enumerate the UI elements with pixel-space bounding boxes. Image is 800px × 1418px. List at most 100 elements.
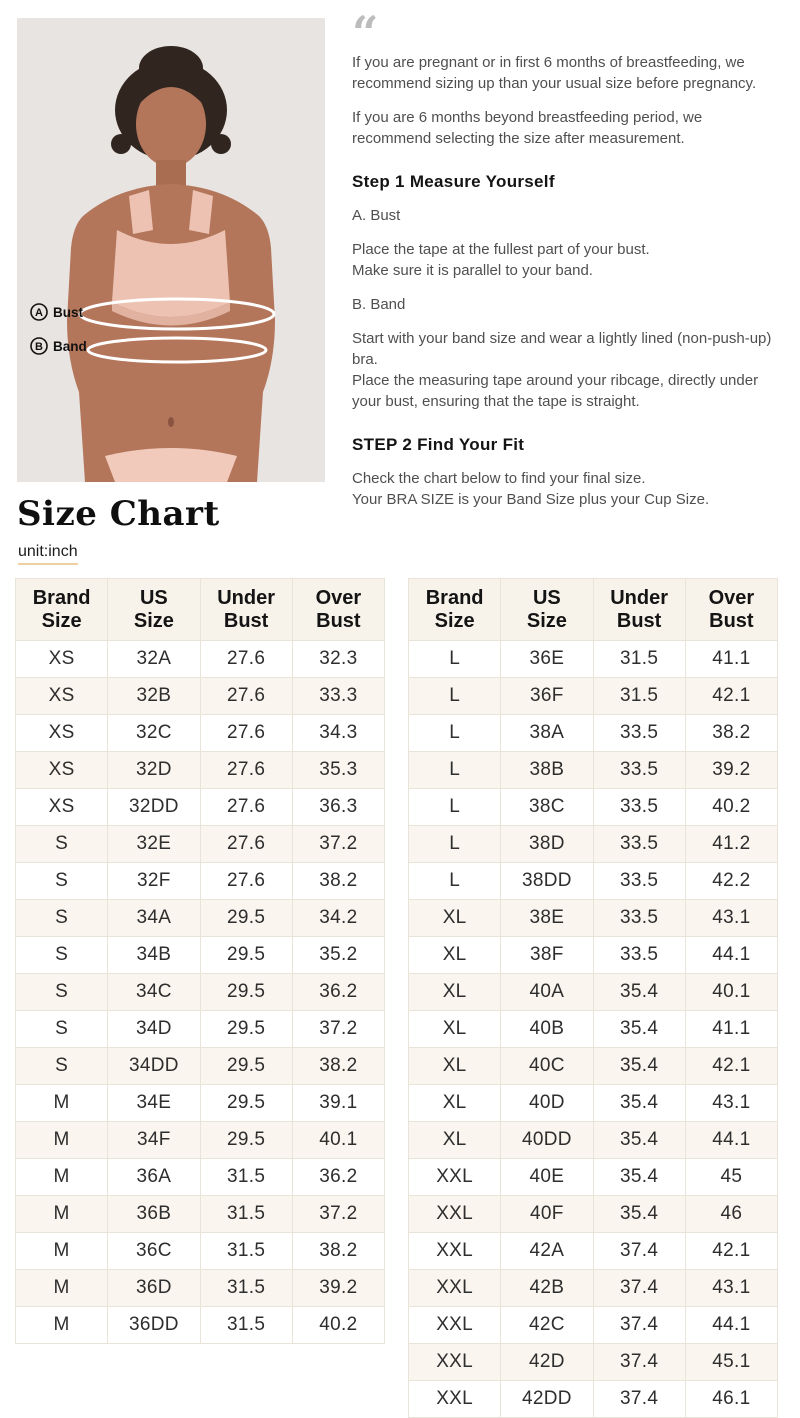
table-row: XXL 40E 35.4 45 (407, 1158, 779, 1196)
size-cell: XXL (407, 1232, 502, 1270)
size-cell: 29.5 (199, 899, 293, 937)
marker-b-letter: B (35, 341, 43, 353)
size-cell: 37.4 (592, 1343, 686, 1381)
size-cell: 31.5 (199, 1158, 293, 1196)
size-cell: 29.5 (199, 1121, 293, 1159)
size-cell: 35.4 (592, 1084, 686, 1122)
size-cell: 44.1 (684, 1121, 779, 1159)
size-cell: 38B (500, 751, 594, 789)
size-cell: 33.5 (592, 714, 686, 752)
table-row: XS 32B 27.6 33.3 (14, 677, 386, 715)
table-row: S 32F 27.6 38.2 (14, 862, 386, 900)
marker-a-label: Bust (53, 305, 84, 320)
size-cell: 36B (107, 1195, 201, 1233)
torso (67, 184, 275, 482)
size-cell: 36F (500, 677, 594, 715)
size-cell: 35.4 (592, 1121, 686, 1159)
size-cell: 32C (107, 714, 201, 752)
size-cell: L (407, 677, 502, 715)
size-cell: 40C (500, 1047, 594, 1085)
table-row: XS 32D 27.6 35.3 (14, 751, 386, 789)
size-cell: 33.5 (592, 899, 686, 937)
table-row: S 32E 27.6 37.2 (14, 825, 386, 863)
size-cell: 31.5 (199, 1195, 293, 1233)
size-tables: Brand Size US Size Under Bust Over Bust XS 32A 27… (14, 578, 779, 1418)
size-cell: L (407, 640, 502, 678)
navel (168, 417, 174, 427)
size-cell: 40.1 (684, 973, 779, 1011)
size-cell: 41.2 (684, 825, 779, 863)
band-instructions: Start with your band size and wear a lig… (352, 328, 785, 412)
size-cell: XXL (407, 1343, 502, 1381)
table-row: L 38DD 33.5 42.2 (407, 862, 779, 900)
size-cell: XXL (407, 1158, 502, 1196)
size-cell: L (407, 825, 502, 863)
size-table-right: Brand Size US Size Under Bust Over Bust L 36E 31.… (407, 578, 779, 1418)
table-row: XXL 40F 35.4 46 (407, 1195, 779, 1233)
size-cell: 33.5 (592, 862, 686, 900)
size-cell: 43.1 (684, 1084, 779, 1122)
size-cell: 40A (500, 973, 594, 1011)
size-cell: 35.2 (291, 936, 386, 974)
size-cell: 41.1 (684, 640, 779, 678)
marker-b-label: Band (53, 339, 87, 354)
step1-heading: Step 1 Measure Yourself (352, 172, 555, 191)
size-cell: 34.3 (291, 714, 386, 752)
column-header: US Size (500, 578, 594, 641)
size-cell: 32E (107, 825, 201, 863)
size-cell: 32A (107, 640, 201, 678)
size-cell: XS (14, 751, 109, 789)
size-cell: 45 (684, 1158, 779, 1196)
size-cell: 31.5 (592, 640, 686, 678)
size-cell: 37.4 (592, 1380, 686, 1418)
size-cell: M (14, 1306, 109, 1344)
size-cell: XS (14, 788, 109, 826)
size-cell: 37.4 (592, 1269, 686, 1307)
table-row: S 34D 29.5 37.2 (14, 1010, 386, 1048)
size-cell: XL (407, 899, 502, 937)
size-cell: 32.3 (291, 640, 386, 678)
size-cell: 33.5 (592, 751, 686, 789)
table-row: XL 38E 33.5 43.1 (407, 899, 779, 937)
bust-instruction-line2: Make sure it is parallel to your band. (352, 262, 593, 279)
size-cell: 32B (107, 677, 201, 715)
size-cell: S (14, 825, 109, 863)
step2-instructions: Check the chart below to find your final… (352, 468, 785, 510)
size-cell: 37.2 (291, 1010, 386, 1048)
size-cell: 40.2 (291, 1306, 386, 1344)
size-cell: XL (407, 1121, 502, 1159)
column-header: Brand Size (407, 578, 502, 641)
table-header: Brand Size US Size Under Bust Over Bust (14, 578, 386, 641)
bust-instructions: Place the tape at the fullest part of yo… (352, 239, 785, 281)
table-row: L 36F 31.5 42.1 (407, 677, 779, 715)
marker-a-circle (30, 303, 48, 321)
size-cell: 33.3 (291, 677, 386, 715)
step2-line1: Check the chart below to find your final… (352, 470, 646, 487)
size-cell: 37.2 (291, 825, 386, 863)
size-cell: 42A (500, 1232, 594, 1270)
size-cell: 27.6 (199, 640, 293, 678)
table-row: S 34DD 29.5 38.2 (14, 1047, 386, 1085)
size-cell: S (14, 1047, 109, 1085)
size-cell: 31.5 (199, 1269, 293, 1307)
size-cell: 44.1 (684, 936, 779, 974)
size-cell: 36.2 (291, 1158, 386, 1196)
size-cell: 40B (500, 1010, 594, 1048)
table-row: XL 40B 35.4 41.1 (407, 1010, 779, 1048)
size-cell: 35.4 (592, 1158, 686, 1196)
column-header: Under Bust (199, 578, 293, 641)
size-cell: 37.2 (291, 1195, 386, 1233)
size-cell: 41.1 (684, 1010, 779, 1048)
table-row: M 36C 31.5 38.2 (14, 1232, 386, 1270)
size-cell: L (407, 751, 502, 789)
size-cell: XL (407, 936, 502, 974)
table-row: XL 38F 33.5 44.1 (407, 936, 779, 974)
size-cell: 36C (107, 1232, 201, 1270)
hair-fringe (134, 74, 208, 110)
bra-band-edge (112, 302, 230, 326)
table-row: XL 40D 35.4 43.1 (407, 1084, 779, 1122)
size-cell: 42D (500, 1343, 594, 1381)
size-cell: 36D (107, 1269, 201, 1307)
size-cell: 38F (500, 936, 594, 974)
table-row: XXL 42B 37.4 43.1 (407, 1269, 779, 1307)
